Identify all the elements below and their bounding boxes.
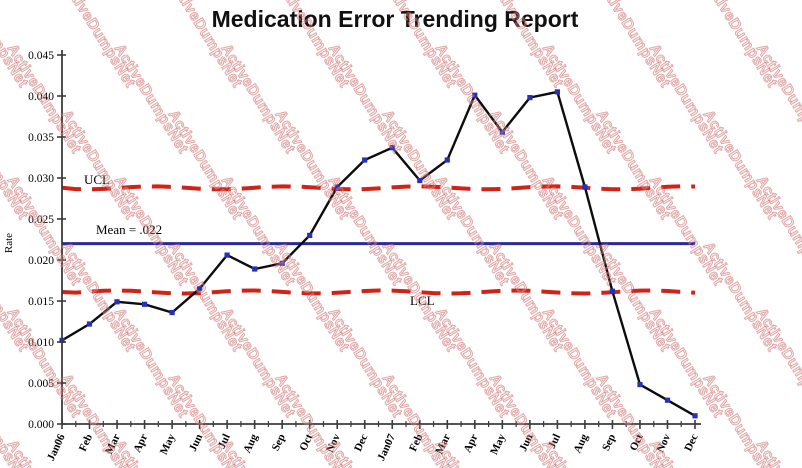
- x-tick-label: Apr: [131, 432, 150, 454]
- x-tick-label: Oct: [628, 432, 646, 453]
- mean-label: Mean = .022: [96, 222, 162, 237]
- data-point-marker: [279, 260, 285, 266]
- y-tick-label: 0.045: [28, 50, 54, 62]
- y-tick-label: 0.025: [28, 214, 54, 226]
- data-point-marker: [362, 157, 368, 163]
- x-tick-label: Jan06: [45, 432, 68, 463]
- data-point-marker: [664, 397, 671, 403]
- data-point-marker: [554, 89, 560, 95]
- data-point-marker: [224, 252, 230, 258]
- y-tick-label: 0.020: [28, 255, 54, 267]
- chart-title: Medication Error Trending Report: [211, 6, 579, 32]
- x-tick-label: Sep: [600, 432, 618, 453]
- data-point-marker: [307, 232, 313, 238]
- x-tick-label: Mar: [103, 432, 123, 456]
- data-line: [61, 90, 696, 417]
- data-point-marker: [609, 288, 615, 294]
- x-tick-label: Mar: [433, 432, 453, 456]
- data-point-marker: [252, 266, 258, 272]
- x-tick-label: Feb: [407, 432, 425, 453]
- data-point-marker: [527, 95, 533, 101]
- data-point-marker: [582, 184, 588, 190]
- data-point-marker: [197, 286, 203, 292]
- x-tick-label: May: [158, 432, 178, 457]
- x-tick-label: Jan07: [375, 432, 398, 463]
- y-tick-label: 0.035: [28, 132, 54, 144]
- x-tick-label: Jul: [546, 432, 563, 450]
- y-tick-label: 0.040: [28, 91, 54, 103]
- x-tick-label: Sep: [270, 432, 288, 453]
- y-tick-label: 0.030: [28, 173, 54, 185]
- y-tick-label: 0.000: [28, 419, 54, 431]
- y-tick-label: 0.005: [28, 378, 54, 390]
- x-tick-label: Jul: [216, 432, 233, 450]
- data-point-marker: [142, 301, 148, 307]
- x-tick-label: Feb: [77, 432, 95, 453]
- data-point-marker: [472, 92, 478, 98]
- x-tick-label: Jun: [517, 432, 535, 453]
- lcl-line: [61, 288, 696, 296]
- x-tick-label: Aug: [241, 432, 260, 455]
- data-point-marker: [86, 321, 93, 327]
- data-point-marker: [637, 382, 643, 388]
- data-point-marker: [692, 413, 698, 419]
- ucl-line: [61, 184, 696, 192]
- data-point-marker: [169, 309, 175, 316]
- x-tick-label: Oct: [297, 432, 315, 453]
- x-tick-label: May: [488, 432, 508, 457]
- y-axis-title: Rate: [3, 233, 15, 253]
- data-point-marker: [389, 145, 395, 151]
- x-tick-label: Aug: [571, 432, 590, 455]
- x-tick-label: Jun: [187, 432, 205, 453]
- data-point-marker: [499, 129, 505, 135]
- x-tick-label: Nov: [654, 432, 673, 455]
- data-point-marker: [334, 184, 340, 190]
- ucl-label: UCL: [84, 172, 110, 187]
- y-tick-label: 0.010: [28, 337, 54, 349]
- data-point-marker: [444, 157, 450, 163]
- x-tick-label: Dec: [352, 432, 370, 453]
- x-tick-label: Apr: [462, 432, 481, 454]
- lcl-label: LCL: [410, 293, 435, 308]
- x-tick-label: Dec: [682, 432, 700, 453]
- y-tick-label: 0.015: [28, 296, 54, 308]
- data-point-marker: [417, 177, 423, 184]
- data-point-marker: [114, 299, 120, 305]
- x-tick-label: Nov: [324, 432, 343, 455]
